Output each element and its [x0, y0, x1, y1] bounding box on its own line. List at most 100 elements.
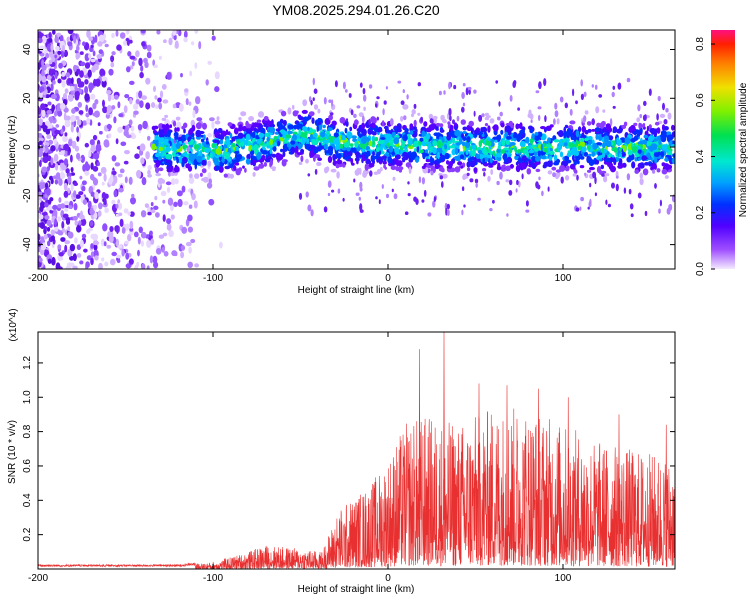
noise-blob [55, 163, 59, 171]
band-blob [428, 124, 434, 131]
outlier-blob [400, 100, 405, 105]
noise-blob [92, 165, 99, 172]
outlier-blob [656, 113, 659, 121]
band-blob [392, 176, 396, 181]
noise-blob [64, 207, 69, 212]
band-blob [252, 172, 256, 177]
outlier-blob [462, 83, 466, 87]
band-blob [459, 140, 463, 145]
outlier-blob [612, 105, 616, 109]
band-blob [280, 110, 287, 117]
band-blob [295, 145, 299, 154]
band-blob [263, 123, 268, 127]
noise-blob [117, 244, 123, 249]
outlier-blob [575, 100, 578, 105]
outlier-blob [637, 192, 642, 199]
noise-blob [129, 98, 133, 105]
band-blob [654, 156, 658, 164]
band-blob [643, 134, 648, 139]
noise-blob [90, 233, 96, 240]
band-blob [639, 172, 643, 179]
band-blob [416, 145, 420, 153]
band-blob [648, 135, 654, 142]
band-blob [538, 131, 543, 137]
noise-blob [63, 143, 70, 151]
outlier-blob [413, 103, 417, 109]
band-blob [571, 154, 575, 161]
outlier-blob [362, 87, 366, 95]
band-blob [309, 152, 314, 158]
noise-blob [82, 199, 88, 205]
band-blob [633, 135, 639, 141]
noise-blob [94, 255, 99, 261]
noise-blob [74, 220, 79, 226]
band-blob [359, 143, 363, 148]
outlier-blob [375, 103, 378, 108]
noise-blob [118, 187, 124, 193]
band-blob [580, 137, 585, 142]
band-blob [473, 129, 479, 135]
noise-blob [45, 120, 51, 127]
noise-blob [135, 91, 139, 100]
band-blob [566, 152, 572, 158]
noise-blob [185, 241, 192, 247]
outlier-blob [637, 104, 641, 112]
outlier-blob [328, 99, 332, 103]
band-blob [462, 136, 467, 142]
band-blob [451, 148, 456, 156]
band-blob [165, 146, 172, 152]
noise-blob [128, 119, 133, 126]
outlier-blob [342, 81, 346, 90]
band-blob [287, 107, 292, 115]
noise-blob [161, 247, 165, 253]
band-blob [368, 140, 373, 147]
band-blob [509, 147, 513, 154]
band-blob [354, 169, 360, 176]
band-blob [368, 162, 375, 168]
noise-blob [106, 110, 110, 116]
outlier-blob [443, 90, 446, 95]
noise-blob [145, 77, 151, 85]
band-blob [664, 175, 669, 179]
outlier-blob [473, 110, 476, 117]
band-blob [400, 115, 404, 122]
band-blob [301, 109, 308, 114]
outlier-blob [657, 95, 661, 102]
noise-blob [146, 239, 152, 248]
band-blob [247, 153, 251, 160]
outlier-blob [473, 89, 477, 94]
band-blob [162, 179, 165, 184]
noise-blob [137, 236, 141, 245]
band-blob [317, 117, 321, 123]
band-blob [233, 165, 237, 171]
outlier-blob [441, 181, 444, 188]
noise-blob [58, 252, 64, 257]
snr-y-tick-label: 0.2 [22, 527, 33, 541]
band-blob [545, 125, 552, 131]
band-blob [336, 159, 343, 165]
band-blob [402, 158, 406, 163]
band-blob [300, 148, 305, 154]
noise-blob [133, 103, 139, 110]
band-blob [466, 167, 471, 171]
band-blob [462, 131, 468, 134]
band-blob [661, 162, 666, 167]
band-blob [370, 122, 376, 129]
band-blob [348, 158, 352, 162]
noise-blob [147, 206, 151, 214]
band-blob [427, 141, 431, 149]
band-blob [553, 154, 558, 161]
noise-blob [70, 183, 74, 191]
band-blob [653, 152, 660, 158]
band-blob [195, 129, 202, 138]
noise-blob [50, 43, 54, 52]
noise-blob [87, 200, 92, 209]
band-blob [375, 147, 380, 153]
band-blob [659, 113, 666, 118]
spectrogram-x-axis: -200 -100 0 100 [28, 30, 572, 284]
noise-blob [117, 101, 121, 109]
outlier-blob [446, 209, 450, 216]
band-blob [595, 106, 600, 114]
band-blob [519, 140, 526, 148]
noise-blob [101, 257, 105, 262]
